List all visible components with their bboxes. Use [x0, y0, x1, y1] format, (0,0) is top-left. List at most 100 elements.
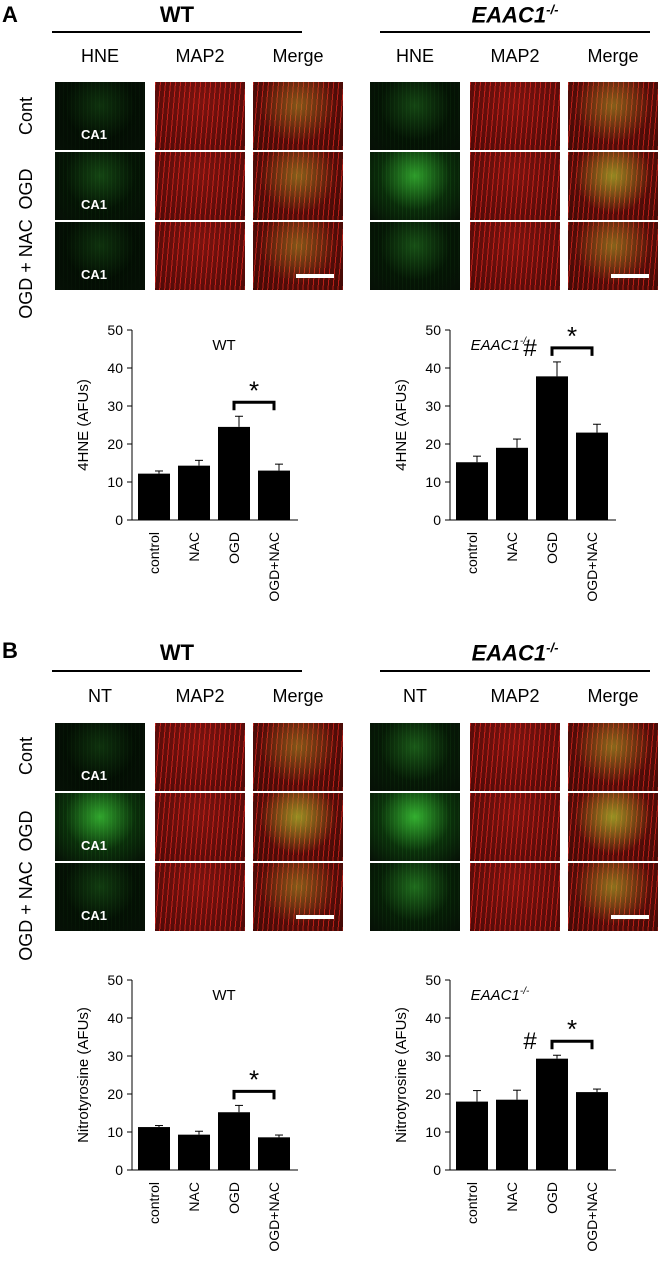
y-tick-label: 0 [433, 512, 441, 528]
divider-ko-a [380, 31, 650, 33]
red-micrograph [470, 863, 560, 931]
x-tick-label: NAC [186, 1182, 202, 1212]
bar [218, 426, 250, 520]
region-label: CA1 [81, 768, 108, 783]
green-micrograph: CA1 [55, 793, 145, 861]
y-tick-label: 10 [425, 474, 441, 490]
bar [178, 465, 210, 520]
y-tick-label: 40 [107, 360, 123, 376]
red-micrograph [470, 152, 560, 220]
y-axis-label: 4HNE (AFUs) [393, 379, 410, 471]
bar [258, 470, 290, 520]
y-tick-label: 0 [115, 512, 123, 528]
bar [258, 1137, 290, 1170]
x-tick-label: OGD+NAC [266, 532, 282, 602]
chart-wt-4hne: 0 10 20 30 40 50 4HNE (AFUs) WT control NAC OGD OGD… [75, 322, 298, 602]
y-tick-label: 20 [425, 436, 441, 452]
y-tick-label: 10 [107, 474, 123, 490]
merge-micrograph [253, 82, 343, 150]
green-micrograph [370, 82, 460, 150]
red-micrograph [470, 82, 560, 150]
bar [138, 473, 170, 520]
genotype-wt-a: WT [159, 2, 195, 27]
green-micrograph [370, 222, 460, 290]
bar [576, 1092, 608, 1170]
col-header: MAP2 [175, 686, 225, 706]
col-header: HNE [80, 46, 119, 66]
red-micrograph [155, 152, 245, 220]
chart-ko-4hne: 0 10 20 30 40 50 4HNE (AFUs) EAAC1-/- control NAC… [393, 321, 616, 602]
merge-micrograph [253, 222, 343, 290]
x-tick-label: control [146, 1182, 162, 1224]
y-tick-label: 40 [107, 1010, 123, 1026]
x-tick-label: NAC [504, 532, 520, 562]
panel-letter-a: A [2, 2, 18, 27]
panel-letter-b: B [2, 638, 18, 663]
x-tick-label: OGD+NAC [584, 532, 600, 602]
bar [138, 1127, 170, 1170]
merge-micrograph [568, 793, 658, 861]
bar [178, 1134, 210, 1170]
x-tick-label: OGD [544, 532, 560, 564]
significance-star: * [567, 321, 577, 351]
col-header: NT [88, 686, 112, 706]
scale-bar [611, 274, 649, 278]
x-tick-label: control [146, 532, 162, 574]
row-label: OGD [16, 810, 36, 852]
y-tick-label: 50 [107, 972, 123, 988]
y-tick-label: 20 [425, 1086, 441, 1102]
genotype-ko-b: EAAC1-/- [471, 640, 559, 666]
merge-micrograph [568, 152, 658, 220]
significance-star: * [567, 1014, 577, 1044]
significance-bracket [232, 1089, 276, 1100]
significance-bracket [550, 1039, 594, 1050]
y-tick-label: 50 [425, 322, 441, 338]
y-tick-label: 30 [425, 1048, 441, 1064]
merge-micrograph [568, 863, 658, 931]
x-tick-label: OGD [544, 1182, 560, 1214]
y-axis-label: Nitrotyrosine (AFUs) [393, 1007, 410, 1143]
green-micrograph: CA1 [55, 82, 145, 150]
x-tick-label: NAC [186, 532, 202, 562]
x-tick-label: NAC [504, 1182, 520, 1212]
red-micrograph [155, 793, 245, 861]
col-header: MAP2 [490, 46, 540, 66]
y-tick-label: 20 [107, 1086, 123, 1102]
y-axis-label: 4HNE (AFUs) [75, 379, 92, 471]
col-header: Merge [272, 686, 324, 706]
row-label: Cont [16, 736, 36, 776]
bar [576, 432, 608, 520]
red-micrograph [155, 222, 245, 290]
region-label: CA1 [81, 127, 108, 142]
region-label: CA1 [81, 267, 108, 282]
region-label: CA1 [81, 197, 108, 212]
col-header: Merge [587, 686, 639, 706]
red-micrograph [155, 82, 245, 150]
x-tick-label: OGD [226, 1182, 242, 1214]
genotype-wt-b: WT [159, 640, 195, 665]
scale-bar [296, 915, 334, 919]
col-header: HNE [395, 46, 434, 66]
col-header: MAP2 [175, 46, 225, 66]
red-micrograph [470, 723, 560, 791]
col-header: MAP2 [490, 686, 540, 706]
region-label: CA1 [81, 908, 108, 923]
green-micrograph: CA1 [55, 723, 145, 791]
col-header: Merge [587, 46, 639, 66]
bar [456, 462, 488, 520]
green-micrograph: CA1 [55, 863, 145, 931]
bar [536, 376, 568, 520]
bar [496, 447, 528, 520]
chart-ko-nitrotyrosine: 0 10 20 30 40 50 Nitrotyrosine (AFUs) EAAC1-/- c… [393, 972, 616, 1252]
red-micrograph [470, 222, 560, 290]
merge-micrograph [568, 82, 658, 150]
bar [536, 1058, 568, 1170]
significance-hash: # [523, 1028, 537, 1055]
y-tick-label: 0 [115, 1162, 123, 1178]
y-tick-label: 50 [107, 322, 123, 338]
x-tick-label: control [464, 532, 480, 574]
region-label: CA1 [81, 838, 108, 853]
significance-hash: # [523, 335, 537, 362]
green-micrograph [370, 863, 460, 931]
significance-star: * [249, 375, 259, 405]
